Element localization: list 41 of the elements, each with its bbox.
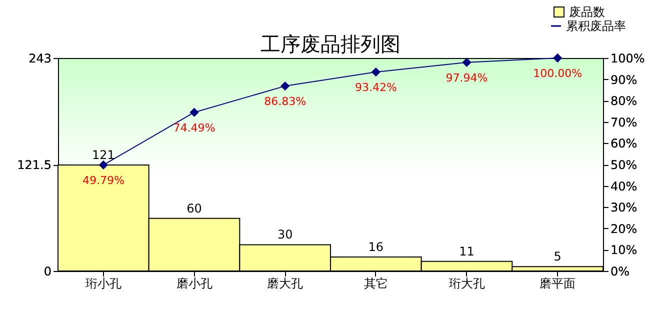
y-tick-label: 243 [28, 52, 52, 66]
legend-label: 累积废品率 [566, 19, 626, 33]
data-label: 60 [186, 201, 202, 216]
data-label: 5 [554, 250, 562, 264]
y2-tick-label: 50% [610, 158, 638, 172]
x-tick-label: 珩小孔 [85, 276, 122, 290]
point [99, 160, 108, 170]
chart-title: 工序废品排列图 [260, 32, 400, 56]
point [462, 58, 471, 67]
y2-tick-label: 70% [610, 115, 638, 130]
x-tick-label: 磨平面 [540, 276, 576, 290]
x-tick-label: 磨大孔 [267, 276, 304, 290]
data-label: 16 [368, 240, 384, 254]
y2-tick-label: 20% [610, 222, 638, 236]
y2-tick-label: 40% [610, 179, 638, 194]
x-tick-label: 其它 [364, 276, 388, 290]
x-tick-label: 珩大孔 [448, 276, 485, 290]
y2-tick-label: 0% [610, 264, 630, 278]
data-label: 97.94% [446, 71, 488, 84]
y-tick-label: 121.5 [17, 158, 52, 172]
legend-label: 废品数 [569, 5, 605, 19]
data-label: 74.49% [173, 121, 216, 134]
data-label: 121 [92, 148, 115, 162]
y2-tick-label: 80% [610, 94, 638, 108]
data-label: 100.00% [533, 67, 582, 80]
y2-tick-label: 60% [610, 136, 638, 151]
y2-tick-label: 10% [610, 243, 638, 258]
data-label: 11 [459, 244, 474, 258]
data-label: 30 [277, 228, 293, 242]
data-label: 49.79% [82, 174, 124, 187]
y2-tick-label: 30% [610, 200, 638, 215]
data-label: 93.42% [354, 81, 397, 94]
y-tick-label: 0 [44, 264, 52, 278]
x-tick-label: 磨小孔 [176, 276, 212, 290]
y2-tick-label: 90% [610, 72, 638, 87]
point [372, 68, 380, 76]
y2-tick-label: 100% [610, 52, 645, 66]
point [190, 108, 198, 116]
point [280, 82, 290, 90]
data-label: 86.83% [264, 95, 306, 108]
point [553, 54, 562, 62]
